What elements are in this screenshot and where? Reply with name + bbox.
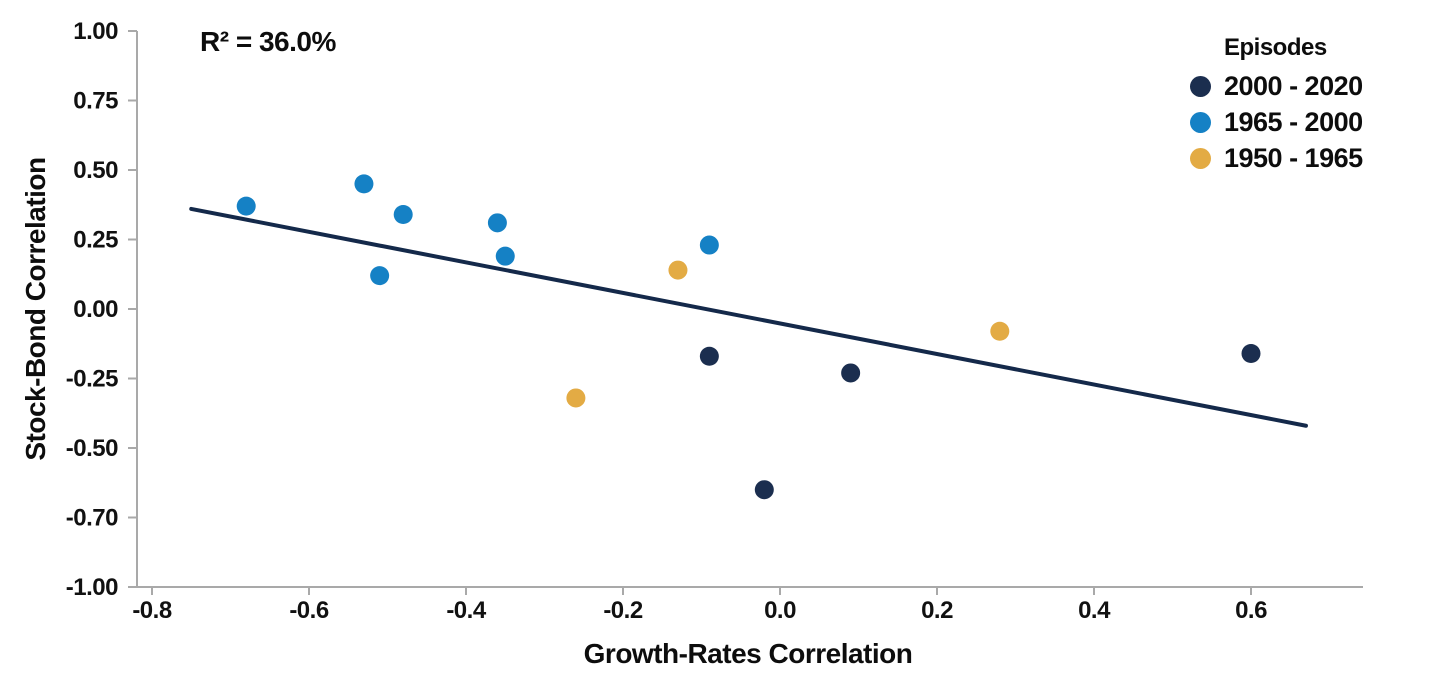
legend: Episodes 2000 - 2020 1965 - 2000 1950 - … — [1190, 34, 1363, 176]
y-tick-label: 0.25 — [73, 227, 118, 254]
data-point-1965-2000 — [354, 174, 374, 194]
x-tick-label: -0.6 — [289, 597, 329, 624]
legend-dot-2000-2020-icon — [1190, 75, 1211, 97]
y-tick-label: -0.50 — [66, 435, 118, 462]
legend-item-label: 1965 - 2000 — [1224, 106, 1363, 137]
legend-item-1950-1965: 1950 - 1965 — [1190, 140, 1363, 176]
data-point-1965-2000 — [487, 213, 507, 233]
data-point-2000-2020 — [699, 346, 719, 366]
x-tick-label: 0.4 — [1078, 597, 1111, 624]
x-tick-label: -0.8 — [132, 597, 172, 624]
data-point-1965-2000 — [236, 196, 256, 216]
legend-dot-1950-1965-icon — [1190, 147, 1211, 169]
data-point-2000-2020 — [841, 363, 861, 383]
y-tick-label: -1.00 — [66, 574, 118, 601]
x-tick-label: -0.4 — [446, 597, 487, 624]
legend-item-2000-2020: 2000 - 2020 — [1190, 68, 1363, 104]
y-tick-label: -0.70 — [66, 505, 118, 532]
x-tick-label: 0.0 — [764, 597, 796, 624]
x-tick-label: 0.2 — [921, 597, 953, 624]
y-tick-label: 1.00 — [73, 18, 118, 45]
data-point-1950-1965 — [668, 260, 688, 280]
legend-title: Episodes — [1224, 34, 1327, 61]
data-point-1965-2000 — [393, 204, 413, 224]
data-point-2000-2020 — [754, 480, 774, 500]
y-axis-title: Stock-Bond Correlation — [20, 157, 51, 461]
data-point-1965-2000 — [370, 266, 390, 286]
data-point-2000-2020 — [1241, 343, 1261, 363]
legend-item-label: 2000 - 2020 — [1224, 70, 1363, 101]
x-tick-label: -0.2 — [603, 597, 643, 624]
data-point-1965-2000 — [699, 235, 719, 255]
data-point-1965-2000 — [495, 246, 515, 266]
y-tick-label: 0.00 — [73, 296, 118, 323]
y-tick-label: 0.75 — [73, 88, 118, 115]
r-squared-annotation: R² = 36.0% — [200, 26, 336, 57]
y-tick-label: -0.25 — [66, 366, 118, 393]
legend-item-label: 1950 - 1965 — [1224, 142, 1363, 173]
x-axis-title: Growth-Rates Correlation — [583, 638, 913, 669]
legend-item-1965-2000: 1965 - 2000 — [1190, 104, 1363, 140]
trend-line — [189, 206, 1308, 428]
x-tick-label: 0.6 — [1235, 597, 1267, 624]
data-point-1950-1965 — [990, 321, 1010, 341]
data-point-1950-1965 — [566, 388, 586, 408]
y-tick-label: 0.50 — [73, 157, 118, 184]
legend-dot-1965-2000-icon — [1190, 111, 1211, 133]
